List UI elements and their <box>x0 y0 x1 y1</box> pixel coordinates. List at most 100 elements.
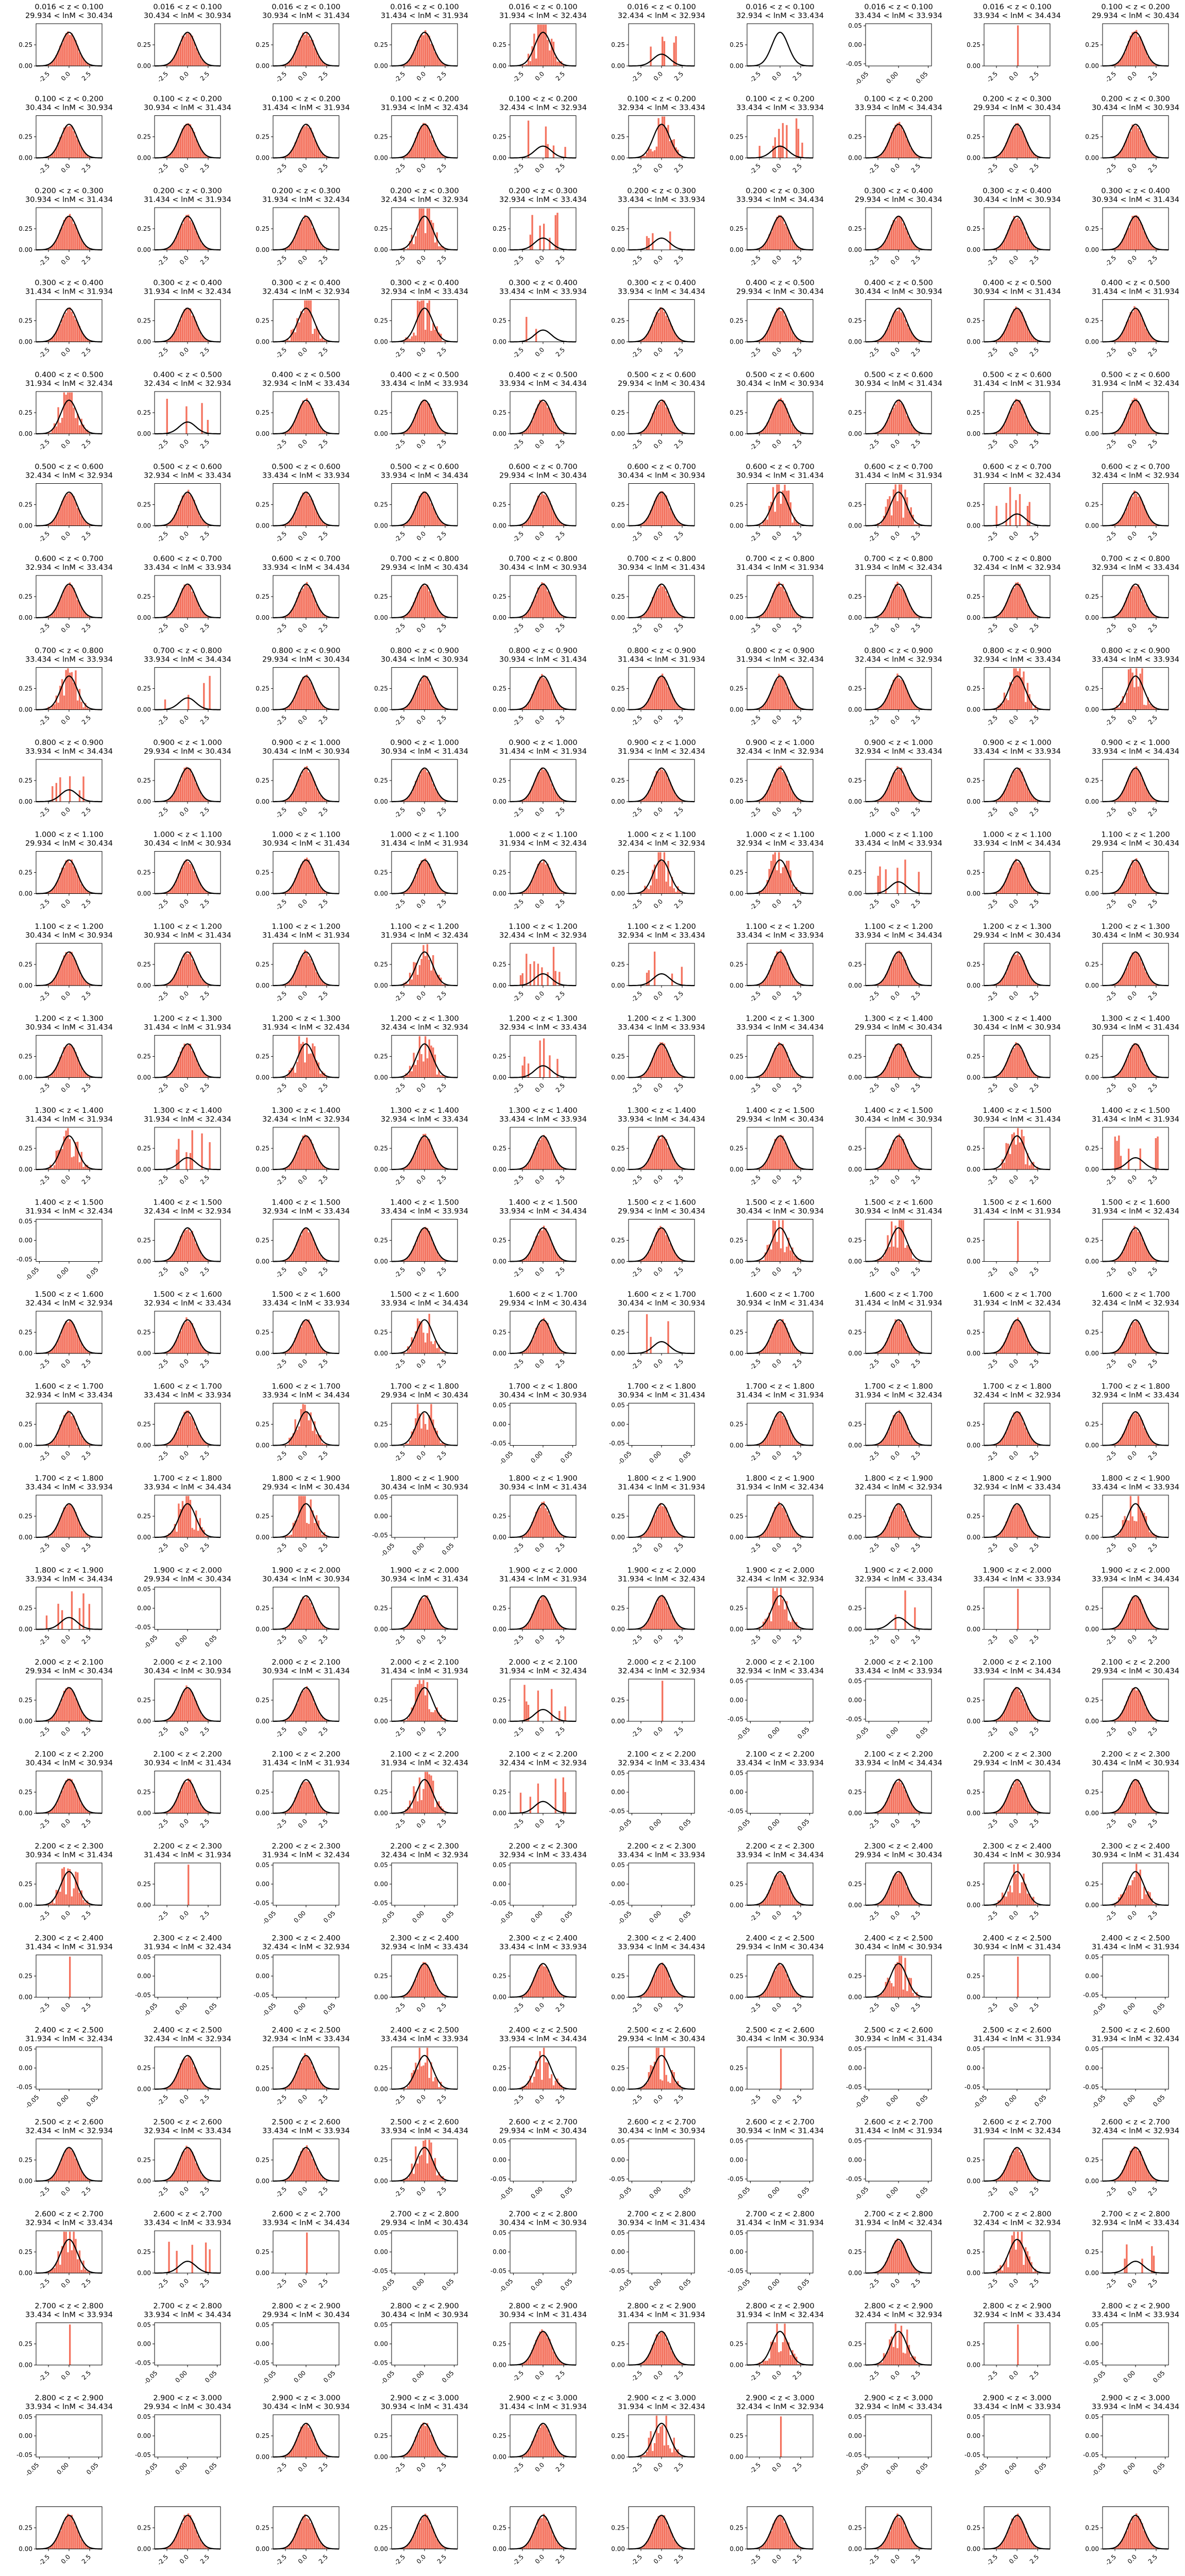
y-tick-label: 0.00 <box>1085 614 1099 621</box>
histogram-bar <box>894 310 896 342</box>
histogram-bar <box>1017 400 1019 434</box>
histogram-bar <box>1145 419 1147 434</box>
histogram-bar <box>655 878 658 894</box>
y-tick-label: 0.25 <box>493 961 506 968</box>
panel-title-z: 0.016 < z < 0.100 <box>272 3 340 11</box>
histogram-bar <box>770 600 772 618</box>
gaussian-curve <box>866 881 932 894</box>
histogram-bar <box>646 152 648 158</box>
histogram-bar <box>541 24 543 66</box>
histogram-bar <box>1136 766 1138 802</box>
histogram-bar <box>657 1045 659 1078</box>
histogram-bar <box>899 216 901 250</box>
histogram-bar <box>776 951 778 986</box>
gaussian-curve <box>36 399 102 435</box>
histogram-bar <box>86 707 89 710</box>
axes-frame <box>984 299 1051 342</box>
histogram-bar <box>1133 125 1136 158</box>
histogram-bar <box>910 423 912 434</box>
x-tick-label: 2.5 <box>436 1082 448 1094</box>
x-tick-label: 2.5 <box>80 530 92 542</box>
x-tick-label: 0.0 <box>297 990 309 1002</box>
y-tick-label: 0.00 <box>493 614 506 621</box>
histogram-bar <box>1116 431 1118 434</box>
histogram-bar <box>776 1047 778 1078</box>
histogram-bar <box>652 413 654 434</box>
panel-title-lnm: 33.934 < lnM < 34.434 <box>381 472 468 480</box>
histogram-bar <box>1153 615 1155 618</box>
histogram-bar <box>189 1153 192 1170</box>
y-tick-label: 0.25 <box>967 1145 980 1152</box>
histogram-bar <box>289 61 291 66</box>
histogram-bar <box>908 236 910 250</box>
histogram-bar <box>778 129 780 158</box>
y-tick-label: 0.00 <box>137 1074 151 1081</box>
y-tick-label: 0.25 <box>967 961 980 968</box>
histogram-bar <box>430 777 432 802</box>
y-tick-label: 0.25 <box>256 1145 269 1152</box>
x-tick-label: -2.5 <box>512 438 525 451</box>
histogram-bar <box>415 138 417 158</box>
histogram-bar <box>665 407 667 434</box>
histogram-bar <box>778 1042 780 1078</box>
histogram-bar <box>1133 490 1136 526</box>
y-tick-label: 0.25 <box>19 41 32 48</box>
histogram-bar <box>1021 771 1023 802</box>
histogram-bar <box>881 153 883 158</box>
y-tick-label: 0.00 <box>967 798 980 805</box>
histogram-bar <box>1003 1162 1006 1170</box>
histogram-bar <box>191 128 193 158</box>
histogram-bar <box>174 608 176 618</box>
histogram-bar <box>1036 432 1039 434</box>
histogram-bar <box>877 248 879 250</box>
histogram-bar <box>558 429 561 434</box>
histogram-bar <box>418 301 421 342</box>
histogram-bar <box>679 154 681 158</box>
histogram-bar <box>778 1137 780 1170</box>
histogram-bar <box>782 677 784 710</box>
panel-title-lnm: 30.934 < lnM < 31.434 <box>618 564 705 572</box>
histogram-bar <box>415 1151 417 1170</box>
panel-title-z: 1.100 < z < 1.200 <box>153 923 222 931</box>
histogram-bar <box>420 771 422 802</box>
histogram-bar <box>1023 226 1025 250</box>
histogram-bar <box>191 959 193 986</box>
panel-title-lnm: 32.434 < lnM < 32.934 <box>144 380 231 388</box>
histogram-bar <box>890 225 893 250</box>
y-tick-label: 0.25 <box>374 1237 388 1244</box>
y-tick-label: 0.25 <box>137 685 151 692</box>
y-tick-label: 0.00 <box>611 338 625 346</box>
histogram-bar <box>308 859 310 894</box>
histogram-bar <box>772 1146 774 1170</box>
histogram-bar <box>422 1134 425 1170</box>
histogram-bar <box>302 588 304 618</box>
x-tick-label: 0.0 <box>771 1082 783 1094</box>
y-tick-label: 0.00 <box>493 890 506 897</box>
histogram-bar <box>551 505 553 526</box>
histogram-bar <box>73 1047 75 1078</box>
histogram-bar <box>881 245 883 250</box>
x-tick-label: 2.5 <box>1147 806 1159 818</box>
histogram-bar <box>776 768 778 802</box>
histogram-bar <box>1141 962 1143 986</box>
y-tick-label: 0.00 <box>1085 982 1099 989</box>
histogram-bar <box>315 326 318 342</box>
histogram-bar <box>78 602 81 618</box>
histogram-bar <box>416 592 419 618</box>
histogram-bar <box>444 341 446 342</box>
x-tick-label: -2.5 <box>512 162 525 176</box>
panel-title-lnm: 30.934 < lnM < 31.434 <box>973 288 1061 296</box>
x-tick-label: 0.0 <box>60 1174 72 1185</box>
panel-title-lnm: 32.434 < lnM < 32.934 <box>736 748 824 756</box>
panel-title-z: 0.100 < z < 0.200 <box>864 95 933 104</box>
panel-title-z: 0.400 < z < 0.500 <box>272 371 340 379</box>
histogram-bar <box>554 971 556 986</box>
y-tick-label: 0.00 <box>848 1074 862 1081</box>
histogram-bar <box>195 321 197 342</box>
gaussian-curve <box>155 491 221 527</box>
axes-frame <box>273 115 340 158</box>
histogram-bar <box>902 223 904 250</box>
histogram-bar <box>67 31 69 66</box>
